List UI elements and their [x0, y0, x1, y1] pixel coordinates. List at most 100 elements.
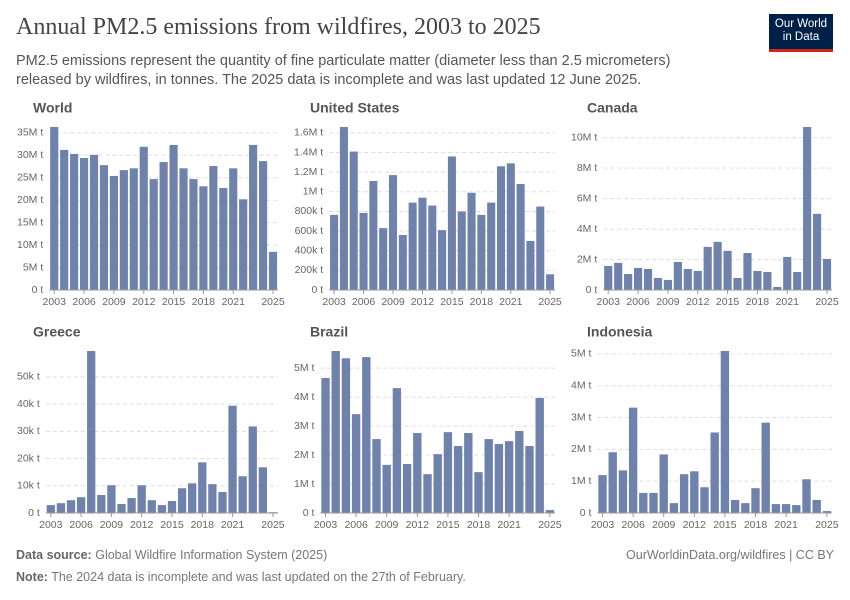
x-tick-label: 2021 [497, 519, 521, 531]
bar [683, 268, 692, 290]
bar [208, 484, 217, 513]
bar [663, 279, 672, 290]
bar [398, 235, 407, 290]
x-tick-label: 2018 [744, 519, 768, 531]
y-tick-label: 0 t [586, 284, 598, 296]
y-tick-label: 50k t [17, 371, 40, 383]
bar [339, 127, 348, 290]
bar [608, 452, 617, 513]
bar [693, 270, 702, 290]
source: Data source: Global Wildfire Information… [16, 548, 327, 562]
x-tick-label: 2021 [774, 519, 798, 531]
bar [467, 192, 476, 290]
bar [546, 274, 555, 290]
bar [341, 358, 351, 513]
bar [710, 432, 719, 513]
y-tick-label: 1.6M t [294, 127, 323, 139]
panel-title: Brazil [310, 324, 348, 340]
bar [362, 357, 371, 513]
bar [109, 175, 118, 290]
y-tick-label: 3M t [571, 411, 592, 423]
bar [761, 422, 770, 513]
bar [330, 214, 339, 290]
y-tick-label: 20M t [17, 194, 43, 206]
bar [359, 212, 368, 290]
x-tick-label: 2003 [591, 519, 615, 531]
bar [60, 149, 69, 290]
x-tick-label: 2025 [538, 296, 562, 308]
bar [219, 188, 228, 290]
bar [535, 397, 544, 513]
y-tick-label: 600k t [295, 225, 324, 237]
x-tick-label: 2012 [683, 519, 707, 531]
bar [248, 426, 257, 513]
y-tick-label: 2M t [294, 449, 315, 461]
bar [474, 472, 483, 513]
bar [792, 505, 801, 513]
panel-title: Greece [33, 324, 81, 340]
x-tick-label: 2012 [406, 519, 430, 531]
bar [331, 351, 340, 513]
bar [733, 277, 742, 290]
bar [66, 500, 76, 513]
x-tick-label: 2025 [261, 519, 285, 531]
url[interactable]: OurWorldinData.org/wildfires | CC BY [626, 548, 834, 562]
bar [464, 433, 473, 513]
bar [713, 241, 722, 290]
bar [157, 505, 167, 513]
subtitle: PM2.5 emissions represent the quantity o… [16, 53, 671, 88]
x-tick-label: 2012 [686, 296, 710, 308]
panel-title: World [33, 100, 72, 116]
bar [179, 168, 188, 290]
logo[interactable]: Our World in Data [769, 14, 833, 52]
bar [643, 268, 653, 290]
y-tick-label: 0 t [312, 284, 324, 296]
x-tick-label: 2015 [160, 519, 184, 531]
bar [428, 205, 437, 290]
y-tick-label: 2M t [571, 443, 592, 455]
bar [351, 414, 361, 513]
x-tick-label: 2003 [322, 296, 346, 308]
bar [730, 499, 740, 513]
bar [76, 497, 86, 513]
bar [720, 351, 730, 513]
bar [79, 157, 89, 290]
y-tick-label: 15M t [17, 216, 43, 228]
y-tick-label: 10M t [571, 131, 597, 143]
x-tick-label: 2009 [656, 296, 680, 308]
bar [669, 503, 679, 513]
x-tick-label: 2006 [344, 519, 368, 531]
y-tick-label: 1M t [571, 475, 592, 487]
bar [46, 505, 55, 513]
x-tick-label: 2015 [440, 296, 464, 308]
bar [803, 127, 812, 290]
y-tick-label: 35M t [17, 127, 43, 139]
panel-title: Canada [587, 100, 638, 116]
bar [633, 267, 643, 290]
bar [147, 500, 156, 513]
bar [802, 479, 811, 513]
bar [484, 439, 493, 513]
bar [443, 432, 453, 513]
bar [624, 274, 633, 290]
panel: World 0 t 5M t 10M t 15M t 20M t 25M t 30M t 35M… [17, 100, 285, 308]
bar [649, 492, 658, 513]
bar [653, 277, 663, 290]
y-tick-label: 800k t [295, 205, 324, 217]
y-tick-label: 30M t [17, 149, 43, 161]
panel: Brazil 0 t 1M t 2M t 3M t 4M t 5M t 2003 2006 200… [294, 324, 562, 531]
bar [679, 474, 689, 513]
bar [639, 492, 648, 513]
x-tick-label: 2009 [375, 519, 399, 531]
bar [198, 462, 207, 513]
x-tick-label: 2012 [130, 519, 154, 531]
bar [525, 446, 534, 513]
bar [139, 146, 148, 290]
x-tick-label: 2006 [72, 296, 96, 308]
bar [268, 251, 278, 290]
bar [107, 485, 116, 513]
x-tick-label: 2012 [411, 296, 435, 308]
bar [87, 351, 96, 513]
bar [822, 258, 832, 290]
